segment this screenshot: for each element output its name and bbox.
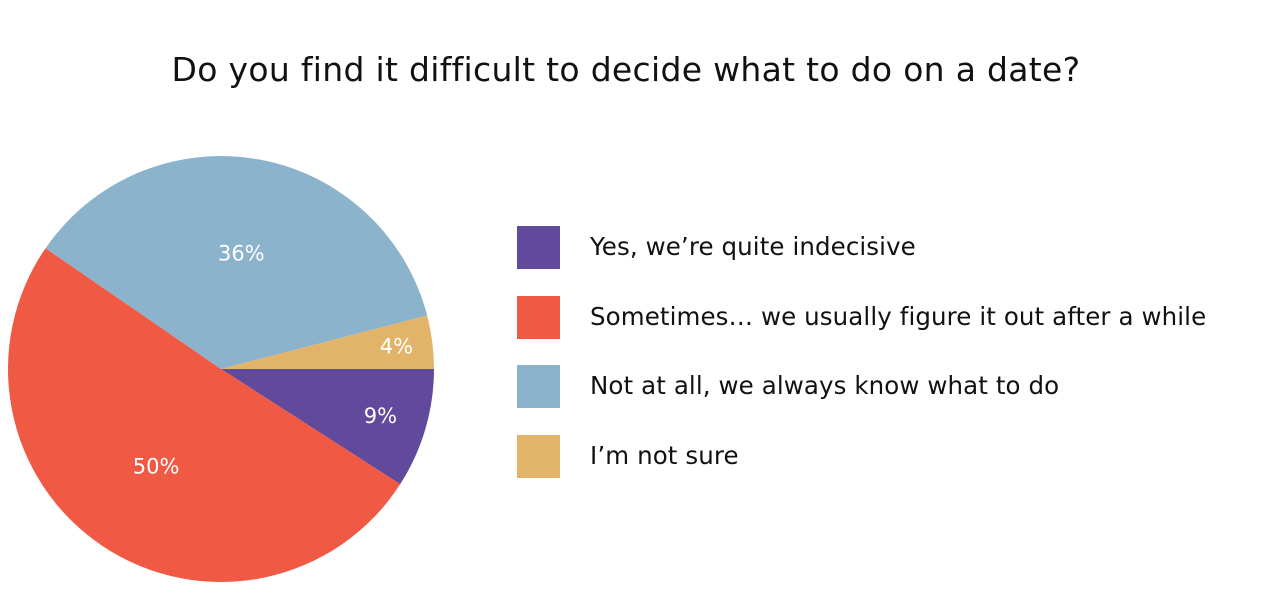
pie-chart: 9% 50% 36% 4% <box>7 156 434 583</box>
legend-swatch-sometimes <box>517 295 560 339</box>
legend-label-not-at-all: Not at all, we always know what to do <box>590 371 1060 400</box>
legend-item-sometimes: Sometimes… we usually figure it out afte… <box>517 295 1267 340</box>
pie-slice-yes <box>221 369 434 485</box>
pie-slice-not-at-all <box>45 156 428 369</box>
legend-item-not-sure: I’m not sure <box>517 434 1267 479</box>
slice-label-not-sure: 4% <box>380 335 413 359</box>
legend-label-sometimes: Sometimes… we usually figure it out afte… <box>590 301 1207 331</box>
slice-label-yes: 9% <box>364 404 397 428</box>
chart-title: Do you find it difficult to decide what … <box>171 50 1081 89</box>
slice-label-sometimes: 50% <box>133 455 180 479</box>
legend-swatch-not-sure <box>517 434 560 478</box>
legend-label-yes: Yes, we’re quite indecisive <box>590 232 916 261</box>
legend-label-not-sure: I’m not sure <box>590 440 739 470</box>
pie-slice-sometimes <box>7 248 401 583</box>
legend-swatch-yes <box>517 226 560 269</box>
slice-label-not-at-all: 36% <box>218 242 265 266</box>
pie-slice-not-sure <box>221 315 434 369</box>
legend-item-not-at-all: Not at all, we always know what to do <box>517 365 1267 409</box>
legend-swatch-not-at-all <box>517 365 560 408</box>
legend-item-yes: Yes, we’re quite indecisive <box>517 226 1267 270</box>
